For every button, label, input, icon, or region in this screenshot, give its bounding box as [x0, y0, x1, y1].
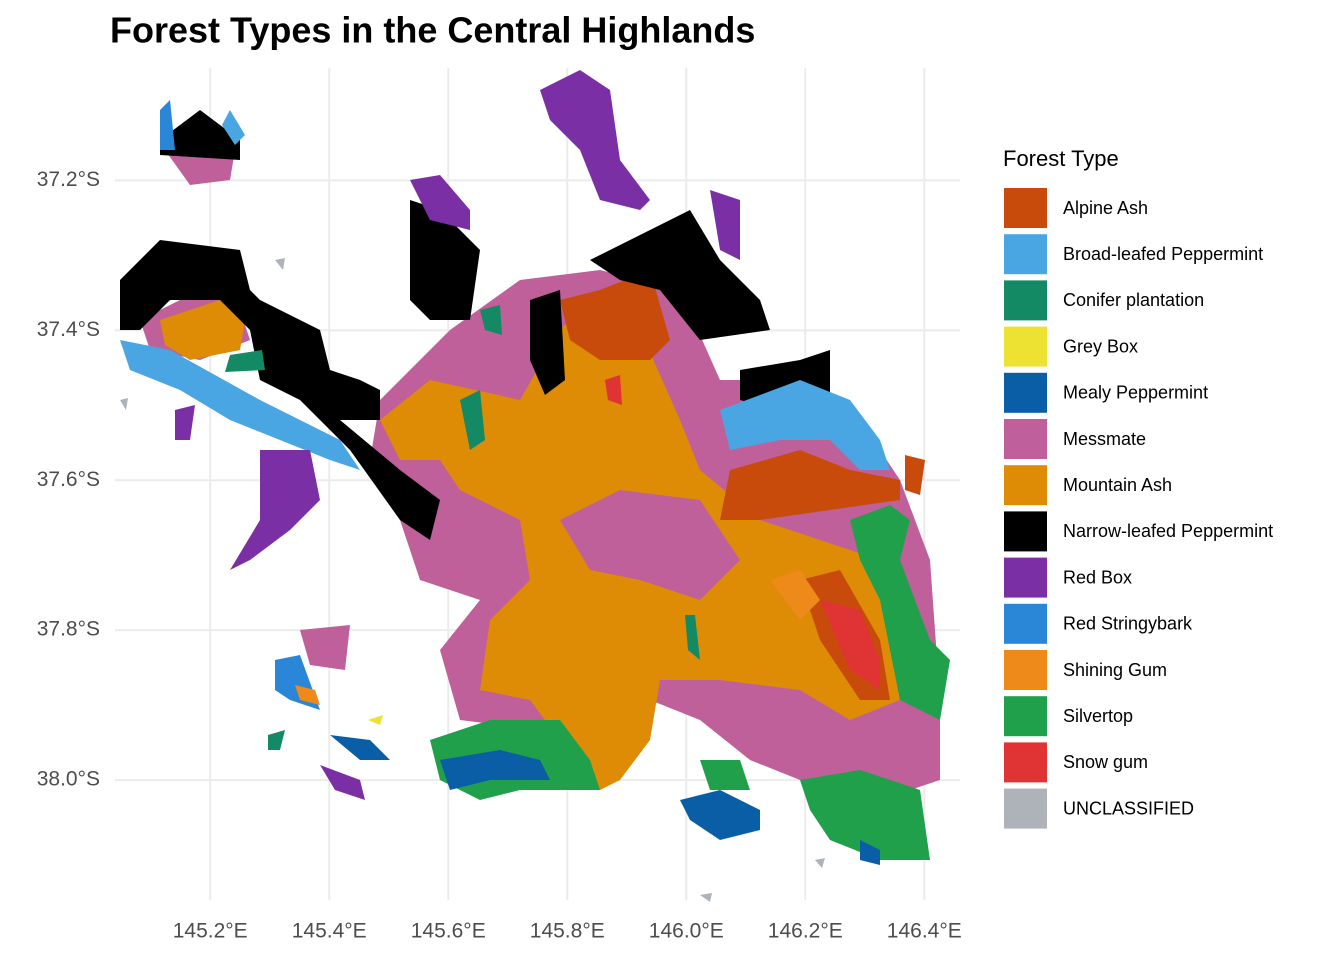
- legend-label: Conifer plantation: [1063, 290, 1204, 310]
- legend-swatch: [1004, 511, 1047, 552]
- x-tick-label: 146.2°E: [768, 920, 843, 943]
- forest-patch: [300, 625, 350, 670]
- forest-patch: [275, 258, 285, 270]
- x-tick-label: 146.4°E: [887, 920, 962, 943]
- forest-patch: [560, 490, 740, 600]
- legend-swatch: [1004, 465, 1047, 506]
- y-tick-label: 37.6°S: [37, 468, 100, 491]
- legend-title: Forest Type: [1003, 146, 1119, 171]
- legend-swatch: [1004, 326, 1047, 367]
- legend-swatch: [1004, 234, 1047, 275]
- forest-patch: [440, 750, 550, 790]
- x-tick-label: 146.0°E: [649, 920, 724, 943]
- forest-patch: [165, 150, 235, 185]
- forest-patch: [120, 240, 440, 540]
- forest-patch: [815, 858, 825, 868]
- forest-patch: [368, 715, 383, 725]
- forest-patch: [710, 190, 740, 260]
- forest-patch: [720, 450, 900, 520]
- forest-map: [120, 70, 950, 902]
- forest-patch: [120, 340, 360, 470]
- forest-patch: [460, 390, 485, 450]
- legend-label: Red Stringybark: [1063, 614, 1193, 634]
- forest-patch: [160, 100, 175, 150]
- legend-label: Grey Box: [1063, 336, 1138, 356]
- forest-patch: [540, 70, 650, 210]
- y-tick-label: 37.4°S: [37, 318, 100, 341]
- legend-label: Mealy Peppermint: [1063, 383, 1208, 403]
- forest-patch: [295, 685, 320, 705]
- forest-patch: [680, 790, 760, 840]
- legend-label: Messmate: [1063, 429, 1146, 449]
- legend-swatch: [1004, 280, 1047, 321]
- forest-patch: [530, 290, 565, 395]
- legend-swatch: [1004, 557, 1047, 598]
- y-tick-label: 37.8°S: [37, 618, 100, 641]
- forest-patch: [700, 893, 712, 902]
- y-tick-label: 37.2°S: [37, 168, 100, 191]
- forest-patch: [175, 405, 195, 440]
- legend-label: Shining Gum: [1063, 660, 1167, 680]
- forest-patch: [230, 450, 320, 570]
- y-tick-label: 38.0°S: [37, 768, 100, 791]
- forest-patch: [480, 305, 502, 335]
- legend-label: Alpine Ash: [1063, 198, 1148, 218]
- forest-patch: [160, 110, 240, 160]
- legend-label: Broad-leafed Peppermint: [1063, 244, 1263, 264]
- legend-swatch: [1004, 742, 1047, 783]
- forest-patch: [320, 765, 365, 800]
- forest-patch: [330, 735, 390, 760]
- legend-label: Mountain Ash: [1063, 475, 1172, 495]
- legend-swatch: [1004, 650, 1047, 690]
- forest-patch: [720, 380, 890, 470]
- legend-swatch: [1004, 188, 1047, 228]
- forest-patch: [770, 570, 820, 620]
- legend-swatch: [1004, 603, 1047, 644]
- forest-patch: [700, 760, 750, 790]
- forest-patch: [120, 398, 128, 410]
- forest-patch: [590, 210, 770, 340]
- forest-patch: [685, 615, 700, 660]
- legend-swatch: [1004, 696, 1047, 737]
- x-tick-label: 145.6°E: [411, 920, 486, 943]
- legend-swatch: [1004, 372, 1047, 413]
- legend-label: Silvertop: [1063, 706, 1133, 726]
- legend-label: Red Box: [1063, 567, 1132, 587]
- forest-patch: [905, 455, 925, 495]
- legend-label: UNCLASSIFIED: [1063, 798, 1194, 818]
- legend-label: Snow gum: [1063, 752, 1148, 772]
- forest-patch: [225, 350, 265, 372]
- x-tick-label: 145.2°E: [173, 920, 248, 943]
- legend: Forest Type Alpine Ash Broad-leafed Peppe…: [1003, 146, 1273, 829]
- chart-title: Forest Types in the Central Highlands: [110, 10, 755, 51]
- forest-patch: [820, 600, 880, 690]
- legend-swatch: [1004, 419, 1047, 459]
- x-tick-label: 145.8°E: [530, 920, 605, 943]
- forest-patch: [410, 175, 470, 230]
- forest-patch: [800, 770, 930, 860]
- forest-patch: [222, 110, 245, 145]
- forest-patch: [268, 730, 285, 750]
- forest-patch: [160, 300, 245, 360]
- forest-patch: [605, 375, 622, 405]
- forest-patch: [560, 270, 670, 360]
- forest-patch: [850, 505, 950, 720]
- axes: 145.2°E 145.4°E 145.6°E 145.8°E 146.0°E 146.2…: [37, 168, 962, 943]
- legend-swatch: [1004, 788, 1047, 829]
- x-tick-label: 145.4°E: [292, 920, 367, 943]
- forest-patch: [860, 840, 880, 865]
- legend-label: Narrow-leafed Peppermint: [1063, 521, 1273, 541]
- forest-patch: [410, 200, 480, 320]
